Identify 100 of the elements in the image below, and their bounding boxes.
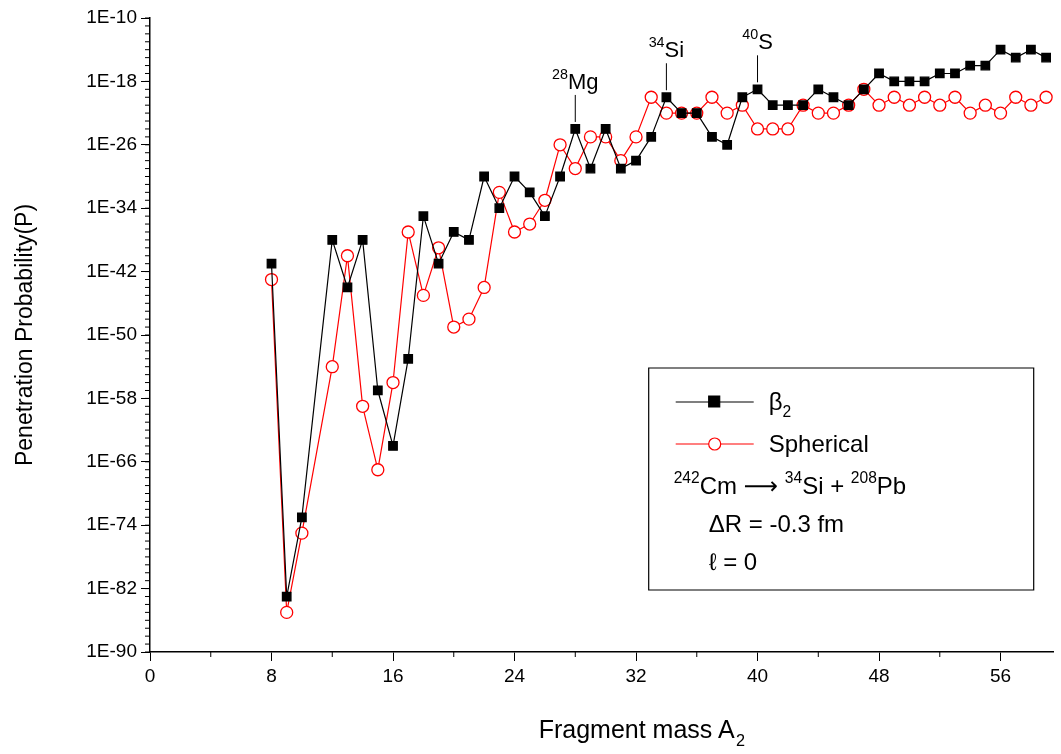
point	[1010, 52, 1021, 63]
point	[889, 76, 900, 87]
point	[281, 591, 292, 602]
point	[826, 106, 841, 120]
point	[325, 360, 339, 374]
point	[266, 258, 277, 269]
point	[646, 131, 657, 142]
point	[280, 605, 294, 620]
point	[965, 60, 976, 71]
point	[600, 124, 611, 134]
y-tick-label: 1E-42	[86, 259, 137, 281]
point	[629, 130, 643, 144]
point	[874, 68, 884, 79]
y-axis-title: Penetration Probability(P)	[11, 203, 37, 467]
point	[995, 44, 1006, 55]
point	[872, 98, 886, 112]
y-tick-label: 1E-90	[86, 640, 137, 662]
point	[767, 100, 778, 111]
point	[1009, 90, 1023, 104]
point	[720, 106, 734, 120]
point	[811, 106, 825, 120]
point	[661, 92, 672, 103]
point	[524, 187, 535, 198]
y-tick-label: 1E-82	[86, 576, 137, 598]
point	[388, 441, 398, 451]
point	[980, 60, 991, 71]
point	[355, 399, 370, 413]
point	[555, 171, 565, 182]
point	[492, 185, 506, 199]
point	[902, 98, 917, 112]
point	[722, 139, 733, 150]
y-tick-label: 1E-26	[86, 133, 137, 155]
point	[963, 106, 977, 120]
legend-label: Spherical	[768, 430, 869, 457]
point	[448, 227, 459, 237]
y-tick-label: 1E-34	[86, 196, 138, 218]
x-tick-label: 8	[266, 664, 277, 686]
x-tick-label: 24	[503, 664, 526, 686]
x-tick-label: 0	[144, 664, 156, 686]
point	[1026, 44, 1036, 55]
point	[950, 68, 960, 79]
point	[783, 100, 793, 111]
point	[766, 122, 780, 136]
point	[477, 280, 491, 295]
point	[507, 225, 522, 239]
point	[948, 90, 962, 104]
point	[750, 122, 765, 136]
point	[1024, 98, 1038, 112]
point	[1041, 52, 1051, 63]
point	[494, 203, 505, 214]
point	[644, 90, 658, 104]
y-tick-label: 1E-10	[86, 6, 137, 28]
point	[296, 512, 307, 523]
y-tick-label: 1E-74	[86, 513, 138, 535]
point	[447, 320, 461, 334]
point	[737, 92, 748, 103]
point	[464, 235, 474, 245]
annotation: ΔR = -0.3 fm	[708, 510, 845, 537]
point	[583, 130, 598, 144]
point	[540, 211, 550, 222]
annotation: ℓ = 0	[708, 548, 758, 575]
point	[752, 84, 763, 95]
point	[371, 463, 385, 477]
point	[462, 312, 476, 326]
point	[631, 155, 641, 166]
point	[553, 138, 567, 152]
point	[386, 375, 400, 390]
point	[568, 161, 582, 176]
point	[418, 211, 429, 222]
point	[479, 171, 490, 182]
point	[401, 225, 415, 239]
point	[781, 122, 795, 136]
point	[357, 235, 368, 245]
x-tick-label: 16	[382, 664, 404, 686]
point	[978, 98, 992, 112]
y-tick-label: 1E-50	[86, 323, 137, 345]
y-tick-label: 1E-66	[86, 450, 137, 472]
point	[327, 235, 338, 245]
point	[887, 90, 901, 104]
point	[705, 90, 719, 104]
point	[828, 92, 839, 103]
point	[707, 131, 717, 142]
point	[813, 84, 824, 95]
x-tick-label: 48	[868, 664, 890, 686]
point	[933, 98, 947, 112]
point	[372, 385, 383, 396]
point	[1039, 90, 1053, 104]
point	[934, 68, 945, 79]
point	[570, 124, 581, 134]
point	[403, 353, 414, 364]
point	[538, 193, 552, 207]
point	[993, 106, 1008, 120]
x-tick-label: 56	[989, 664, 1012, 686]
x-tick-label: 32	[625, 664, 647, 686]
y-tick-label: 1E-58	[86, 386, 137, 408]
point	[340, 249, 355, 263]
point	[416, 288, 431, 303]
point	[659, 106, 674, 120]
x-tick-label: 40	[746, 664, 769, 686]
point	[523, 217, 537, 231]
